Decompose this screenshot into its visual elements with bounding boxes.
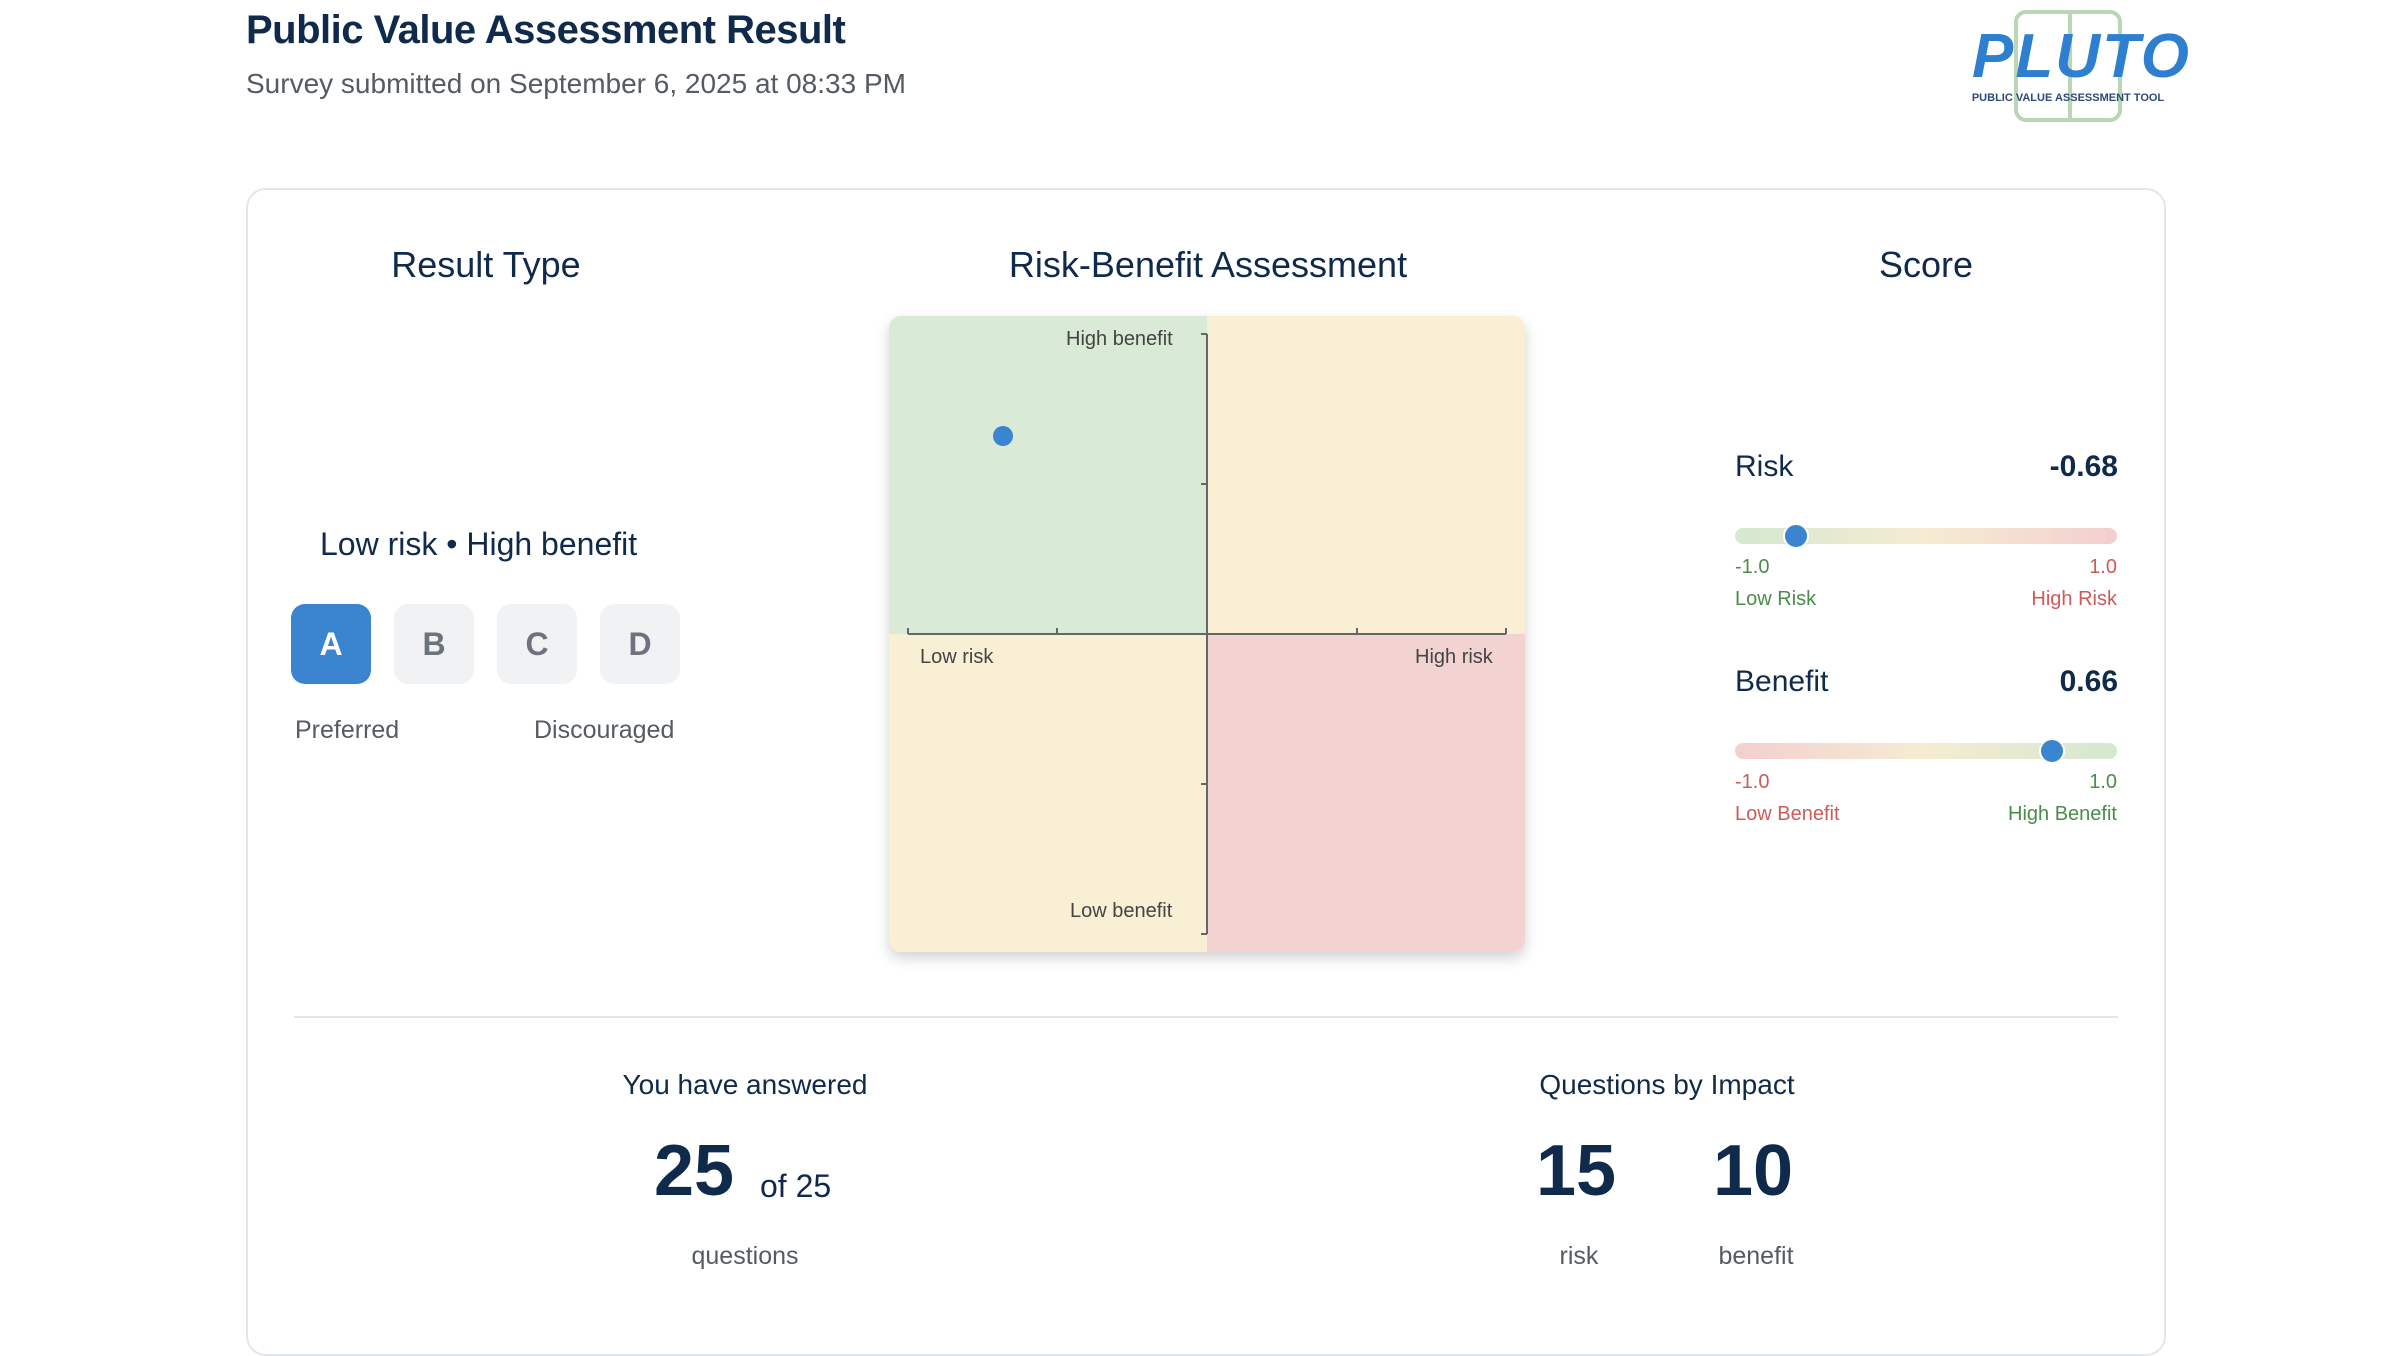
low-benefit-caption: Low Benefit <box>1735 803 1840 825</box>
answered-label: You have answered <box>622 1069 868 1100</box>
benefit-min-value: -1.0 <box>1735 771 1770 793</box>
risk-benefit-matrix: High benefit Low benefit Low risk High r… <box>889 316 1525 952</box>
grade-c: C <box>497 604 577 684</box>
logo-frame <box>2014 10 2122 122</box>
discouraged-label: Discouraged <box>534 716 675 744</box>
high-risk-label: High risk <box>1415 646 1493 668</box>
result-description: Low risk • High benefit <box>320 526 638 562</box>
quadrant-high-risk-low-benefit <box>1207 634 1525 952</box>
benefit-slider-track <box>1735 738 2117 764</box>
benefit-max-value: 1.0 <box>2089 771 2117 793</box>
high-benefit-caption: High Benefit <box>2008 803 2117 825</box>
risk-score-value: -0.68 <box>2049 450 2118 483</box>
risk-slider-thumb <box>1783 523 1810 549</box>
high-benefit-label: High benefit <box>1066 328 1173 350</box>
matrix-axes <box>907 333 1507 935</box>
quadrant-low-risk-low-benefit <box>889 634 1207 952</box>
low-benefit-label: Low benefit <box>1070 900 1173 922</box>
score-title: Score <box>1878 244 1974 285</box>
quadrant-high-risk-high-benefit <box>1207 316 1525 634</box>
risk-min-value: -1.0 <box>1735 556 1770 578</box>
low-risk-caption: Low Risk <box>1735 588 1817 610</box>
benefit-score-label: Benefit <box>1735 665 1829 698</box>
quadrant-low-risk-high-benefit <box>889 316 1207 634</box>
logo-text: PLUTO <box>1972 22 2191 91</box>
answered-count: 25 <box>654 1131 735 1211</box>
benefit-score-value: 0.66 <box>2059 665 2118 698</box>
risk-slider-track <box>1735 523 2117 549</box>
risk-max-value: 1.0 <box>2089 556 2117 578</box>
grade-b: B <box>394 604 474 684</box>
assessment-title: Risk-Benefit Assessment <box>1008 244 1408 285</box>
benefit-question-count: 10 <box>1713 1131 1794 1211</box>
low-risk-label: Low risk <box>920 646 994 668</box>
page-title: Public Value Assessment Result <box>246 8 846 52</box>
result-type-title: Result Type <box>391 244 581 285</box>
impact-label: Questions by Impact <box>1539 1069 1795 1100</box>
risk-score-label: Risk <box>1735 450 1794 483</box>
benefit-slider-thumb <box>2039 738 2066 764</box>
benefit-question-caption: benefit <box>1718 1242 1794 1270</box>
submission-date: Survey submitted on September 6, 2025 at… <box>246 68 906 99</box>
high-risk-caption: High Risk <box>2031 588 2117 610</box>
grade-a: A <box>291 604 371 684</box>
logo-tagline: PUBLIC VALUE ASSESSMENT TOOL <box>1971 92 2165 104</box>
answered-unit: questions <box>691 1242 799 1270</box>
risk-question-caption: risk <box>1559 1242 1599 1270</box>
answered-total: of 25 <box>760 1168 832 1204</box>
section-divider <box>294 1016 2118 1018</box>
grade-d: D <box>600 604 680 684</box>
pluto-logo: PLUTO PUBLIC VALUE ASSESSMENT TOOL <box>1968 6 2191 130</box>
assessment-point <box>993 426 1013 446</box>
risk-question-count: 15 <box>1536 1131 1617 1211</box>
preferred-label: Preferred <box>295 716 400 744</box>
